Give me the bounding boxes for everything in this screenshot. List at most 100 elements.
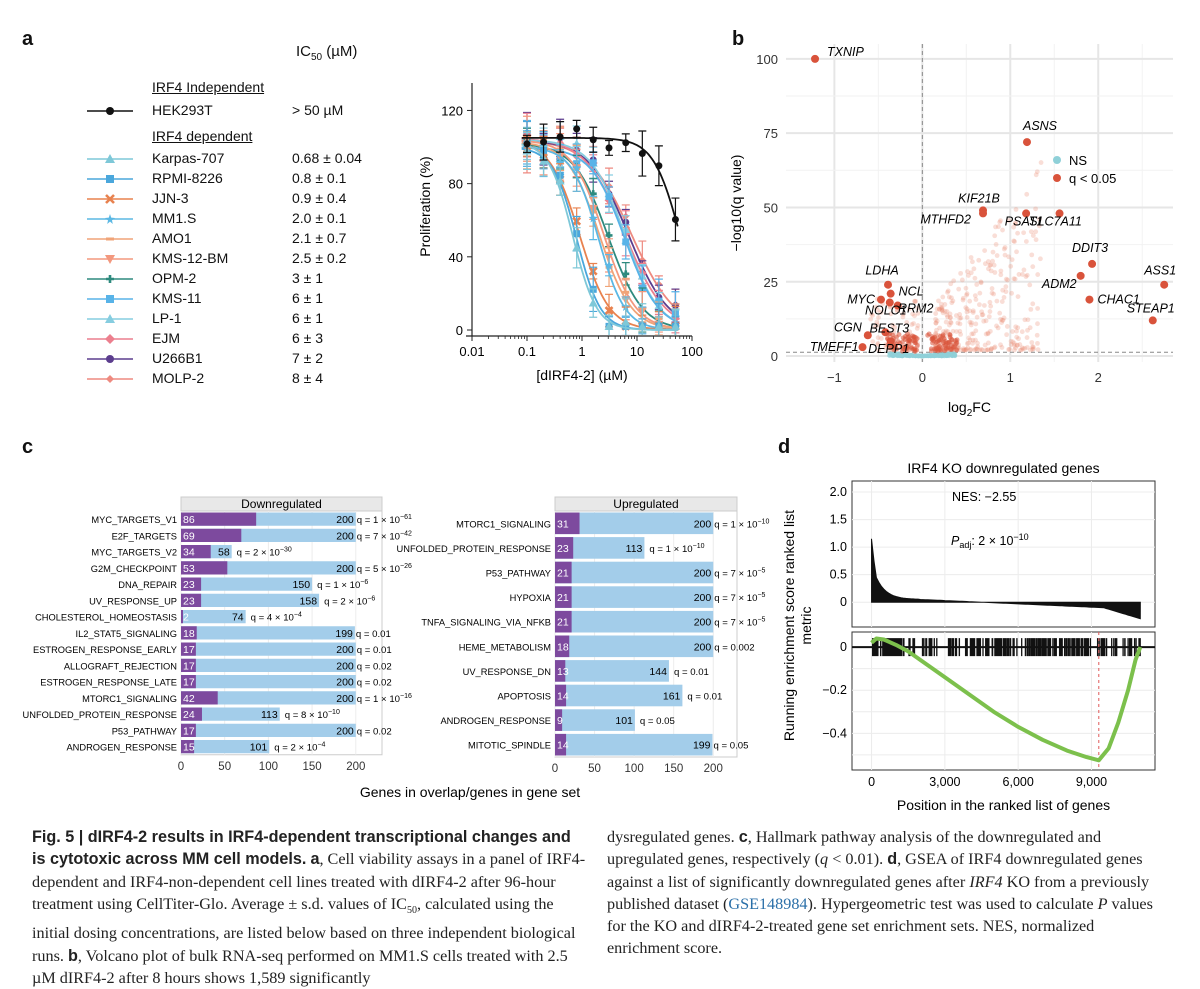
x-tick-label: 6,000 [1003,775,1034,789]
x-tick-label: 100 [625,763,644,775]
total-label: 200 [336,693,354,705]
labeled-point [1085,295,1094,304]
sig-point-dense [902,344,908,350]
category-label: UNFOLDED_PROTEIN_RESPONSE [23,710,177,720]
sig-point [872,324,878,330]
q-label: q = 7 × 10−42 [357,530,412,542]
sig-point-dense [929,348,934,354]
data-point [622,270,630,278]
sig-point [894,308,900,314]
sig-point [958,347,964,353]
sig-point [978,280,984,286]
sig-point [991,345,997,351]
sig-point [995,325,1001,331]
overlap-label: 23 [183,579,195,591]
total-bar [555,610,714,633]
sig-point [967,337,973,343]
sig-point [976,257,982,263]
legend-row: LP-1 6 ± 1 [85,309,405,329]
overlap-bar [181,691,218,705]
sig-point [1038,256,1043,262]
x-tick-label: 0 [552,763,558,775]
sig-point-dense [912,340,918,346]
sig-point [888,311,894,317]
x-tick-label: 50 [218,761,231,773]
sig-point [994,253,1000,258]
sig-point [940,294,946,300]
sig-point-dense [912,349,918,354]
geo-link[interactable]: GSE148984 [728,894,808,913]
sig-point [1012,276,1018,282]
sig-point [960,295,966,301]
legend-ic50: 2.1 ± 0.7 [292,230,347,246]
sig-point [982,261,988,267]
gene-label: NOLC1 [865,304,907,318]
ns-point [952,352,958,357]
sig-point [959,277,965,283]
data-point [604,260,614,270]
sig-point [954,329,959,334]
sig-point [950,298,956,304]
labeled-point [1148,316,1157,325]
total-bar [181,740,270,754]
sig-point [933,311,939,316]
sig-point [1010,339,1016,345]
category-label: P53_PATHWAY [112,726,177,736]
sig-point [1031,346,1036,352]
total-bar [181,577,313,591]
sig-point [1033,206,1038,212]
q-label: q = 1 × 10−16 [357,693,412,705]
category-label: MTORC1_SIGNALING [456,519,551,529]
sig-point [1035,340,1040,346]
sig-point [963,305,969,311]
sig-point [963,285,969,291]
sig-point [989,290,995,296]
gene-label: KIF21B [958,191,1000,205]
data-point [539,156,549,165]
legend-ic50: 7 ± 2 [292,350,324,366]
total-bar [181,642,356,656]
legend-swatch [87,154,133,163]
sig-point [939,301,944,307]
x-tick-label: 1 [578,344,585,359]
sig-point [982,342,988,348]
sig-point [977,347,983,353]
x-tick-label: 200 [704,763,723,775]
sig-point [994,298,1000,304]
sig-point-dense [947,332,953,338]
sig-point [1006,347,1012,352]
q-label: q = 0.01 [356,629,391,640]
sig-point [900,314,906,320]
sig-point [875,342,880,348]
sig-point [938,305,944,310]
sig-point [999,299,1005,304]
legend-marker [105,334,115,344]
x-tick-label: 150 [302,761,321,773]
total-label: 200 [336,725,354,737]
ns-point [937,352,943,358]
sig-point [997,219,1003,225]
sig-point [1027,325,1033,331]
legend-marker [105,314,115,323]
y-axis-label: −log10(q value) [728,155,744,252]
ns-point [888,351,893,356]
data-point [622,290,630,294]
dose-response-chart: 0 40 80 120 0.01 0.1 1 10 100 [dIRF4-2] (µM) Proli… [417,83,703,383]
sig-point [1036,223,1042,229]
sig-point [1012,239,1017,244]
overlap-bar [555,561,572,584]
total-bar [555,635,714,658]
sig-point [934,306,940,312]
category-label: ANDROGEN_RESPONSE [440,716,551,726]
sig-point [1025,317,1031,323]
nes-label: NES: −2.55 [952,490,1016,504]
x-tick-label: 0 [178,761,184,773]
total-label: 200 [336,660,354,672]
sig-point [989,346,994,352]
running-es-curve [870,636,1143,763]
legend-marker [106,355,114,363]
total-label: 161 [663,691,681,703]
x-tick-label: −1 [827,370,842,385]
sig-point [934,318,940,324]
